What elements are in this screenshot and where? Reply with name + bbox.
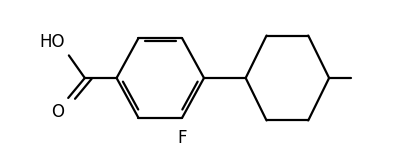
Text: HO: HO bbox=[39, 33, 65, 51]
Text: F: F bbox=[177, 129, 187, 146]
Text: O: O bbox=[51, 102, 64, 121]
